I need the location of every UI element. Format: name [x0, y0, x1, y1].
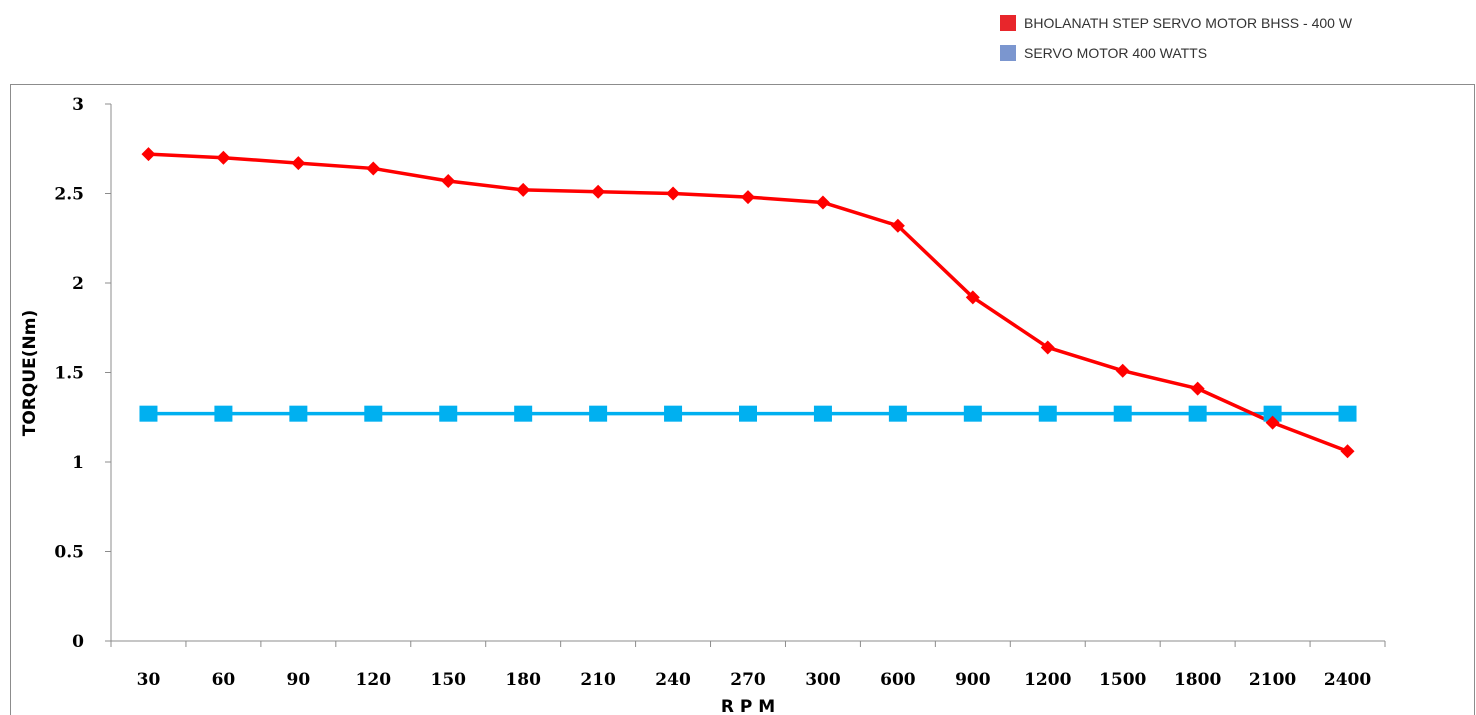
series-1-point — [589, 405, 608, 422]
y-tick-label: 1 — [72, 453, 84, 473]
y-tick-label: 0.5 — [54, 543, 84, 563]
series-1-point — [1113, 405, 1132, 422]
y-tick-label: 2 — [72, 274, 84, 294]
x-tick-label: 900 — [955, 670, 991, 690]
y-tick-label: 3 — [72, 95, 84, 115]
series-0-point — [1115, 363, 1130, 378]
y-tick-label: 0 — [72, 632, 84, 652]
y-tick-label: 2.5 — [54, 185, 84, 205]
series-1-point — [888, 405, 907, 422]
chart-legend: BHOLANATH STEP SERVO MOTOR BHSS - 400 W … — [1000, 13, 1352, 73]
x-tick-label: 30 — [137, 670, 161, 690]
series-0-point — [141, 147, 156, 162]
x-tick-label: 1500 — [1099, 670, 1146, 690]
series-1-point — [813, 405, 832, 422]
y-axis-ticks: 0 0.5 1 1.5 2 2.5 3 — [54, 95, 111, 652]
legend-label-servo: SERVO MOTOR 400 WATTS — [1024, 45, 1208, 61]
legend-item-bholanath: BHOLANATH STEP SERVO MOTOR BHSS - 400 W — [1000, 13, 1352, 33]
series-0-point — [216, 150, 231, 165]
x-tick-label: 120 — [356, 670, 392, 690]
chart-area-border — [10, 84, 1475, 715]
series-1-point — [439, 405, 458, 422]
series-0-point — [591, 184, 606, 199]
x-tick-label: 300 — [805, 670, 841, 690]
legend-item-servo: SERVO MOTOR 400 WATTS — [1000, 43, 1352, 63]
x-axis-title: R P M — [721, 697, 775, 715]
series-1-point — [139, 405, 158, 422]
series-1-point — [1038, 405, 1057, 422]
series-1-point — [289, 405, 308, 422]
x-tick-label: 600 — [880, 670, 916, 690]
series-0-point — [1040, 340, 1055, 355]
y-tick-label: 1.5 — [54, 364, 84, 384]
series-0-point — [741, 190, 755, 205]
series-layer — [139, 147, 1357, 459]
x-tick-label: 2100 — [1249, 670, 1296, 690]
x-axis-ticks: 30 60 90 120 150 180 210 240 270 300 600 900 1200 150… — [110, 641, 1386, 690]
series-1-point — [364, 405, 383, 422]
legend-label-bholanath: BHOLANATH STEP SERVO MOTOR BHSS - 400 W — [1024, 15, 1353, 31]
series-0-point — [1265, 415, 1280, 430]
series-1-point — [963, 405, 982, 422]
x-tick-label: 270 — [730, 670, 766, 690]
series-0-point — [666, 186, 681, 201]
x-tick-label: 90 — [287, 670, 311, 690]
x-tick-label: 1200 — [1024, 670, 1071, 690]
series-1-point — [1263, 405, 1282, 422]
x-tick-label: 240 — [655, 670, 691, 690]
series-1-point — [664, 405, 683, 422]
series-0-point — [890, 218, 905, 233]
series-1-point — [514, 405, 533, 422]
x-tick-label: 150 — [430, 670, 466, 690]
series-0-point — [516, 182, 531, 197]
series-1-point — [214, 405, 233, 422]
y-axis-title: TORQUE(Nm) — [20, 310, 40, 437]
x-tick-label: 210 — [580, 670, 616, 690]
series-0-point — [441, 173, 456, 188]
x-tick-label: 1800 — [1174, 670, 1221, 690]
legend-swatch-servo — [1000, 45, 1016, 61]
series-0-point — [1190, 381, 1205, 396]
legend-swatch-bholanath — [1000, 15, 1016, 31]
series-1-point — [1188, 405, 1207, 422]
series-1-point — [739, 405, 757, 422]
series-0-point — [815, 195, 830, 210]
series-0-point — [1340, 444, 1355, 459]
series-1-point — [1338, 405, 1357, 422]
x-tick-label: 2400 — [1324, 670, 1371, 690]
series-0-point — [291, 156, 306, 171]
series-0-point — [965, 290, 980, 305]
x-tick-label: 180 — [505, 670, 541, 690]
series-0-point — [366, 161, 381, 176]
x-tick-label: 60 — [212, 670, 236, 690]
